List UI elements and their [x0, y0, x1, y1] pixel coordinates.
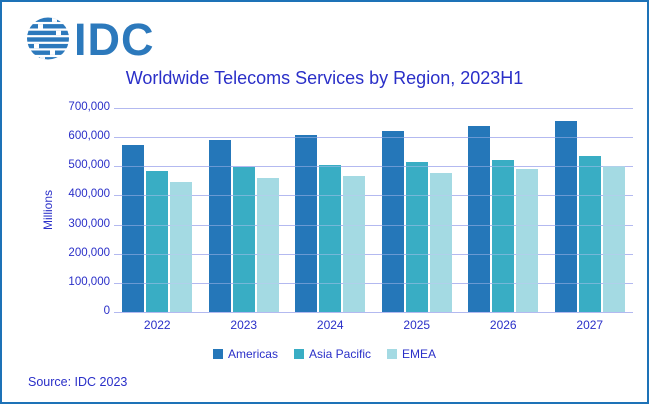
grid-line-overlay	[114, 312, 633, 313]
grid-line-overlay	[114, 166, 633, 168]
x-tick-label: 2023	[230, 318, 258, 332]
idc-logo: IDC	[27, 15, 155, 62]
y-tick-label: 400,000	[68, 188, 110, 201]
legend: Americas Asia Pacific EMEA	[2, 347, 647, 361]
bar-americas-2026	[468, 125, 491, 312]
y-tick-label: 600,000	[68, 130, 110, 143]
legend-label: Americas	[227, 347, 278, 361]
bar-americas-2027	[554, 120, 577, 312]
grid-line	[114, 224, 633, 226]
grid-line-overlay	[114, 282, 633, 284]
grid-line	[114, 137, 633, 139]
bar-emea-2023	[256, 178, 279, 312]
x-tick-label: 2026	[489, 318, 517, 332]
legend-label: EMEA	[402, 347, 437, 361]
bar-emea-2026	[516, 169, 539, 312]
grid-line-overlay	[114, 224, 633, 226]
bar-emea-2027	[602, 166, 625, 312]
bar-americas-2024	[295, 135, 318, 312]
legend-swatch	[293, 349, 304, 359]
bar-emea-2025	[429, 172, 452, 312]
bar-americas-2022	[122, 145, 145, 312]
legend-item-emea: EMEA	[387, 347, 436, 361]
x-tick-label: 2022	[143, 318, 171, 332]
x-tick-label: 2025	[403, 318, 431, 332]
legend-label: Asia Pacific	[308, 347, 372, 361]
grid-line	[114, 195, 633, 197]
source-note: Source: IDC 2023	[28, 375, 128, 389]
bar-americas-2025	[381, 131, 404, 312]
grid-line-overlay	[114, 108, 633, 109]
bar-emea-2022	[170, 182, 193, 312]
bar-emea-2024	[343, 175, 366, 312]
bar-asia-pacific-2024	[319, 165, 342, 312]
y-tick-label: 700,000	[68, 101, 110, 113]
bar-asia-pacific-2027	[578, 155, 601, 312]
legend-swatch	[387, 349, 398, 359]
bar-asia-pacific-2022	[146, 170, 169, 312]
grid-line	[114, 166, 633, 168]
legend-swatch	[212, 349, 223, 359]
grid-line-overlay	[114, 253, 633, 255]
bar-americas-2023	[208, 139, 231, 312]
x-tick-label: 2024	[316, 318, 344, 332]
plot-area	[114, 108, 633, 313]
legend-item-americas: Americas	[212, 347, 278, 361]
bar-asia-pacific-2026	[492, 159, 515, 312]
grid-line	[114, 253, 633, 255]
y-tick-label: 100,000	[68, 275, 110, 288]
legend-item-asia-pacific: Asia Pacific	[293, 347, 372, 361]
grid-line	[114, 282, 633, 284]
bar-asia-pacific-2025	[405, 161, 428, 312]
y-tick-label: 500,000	[68, 159, 110, 172]
chart-title: Worldwide Telecoms Services by Region, 2…	[125, 68, 524, 88]
x-tick-label: 2027	[576, 318, 604, 332]
bar-asia-pacific-2023	[232, 167, 255, 312]
y-tick-label: 300,000	[68, 217, 110, 230]
y-tick-label: 0	[103, 305, 110, 317]
idc-globe-icon	[27, 17, 69, 60]
grid-line-overlay	[114, 137, 633, 139]
grid-line	[114, 108, 633, 109]
grid-line-overlay	[114, 195, 633, 197]
grid-line	[114, 312, 633, 313]
idc-logo-text: IDC	[74, 15, 155, 62]
y-tick-label: 200,000	[68, 246, 110, 259]
